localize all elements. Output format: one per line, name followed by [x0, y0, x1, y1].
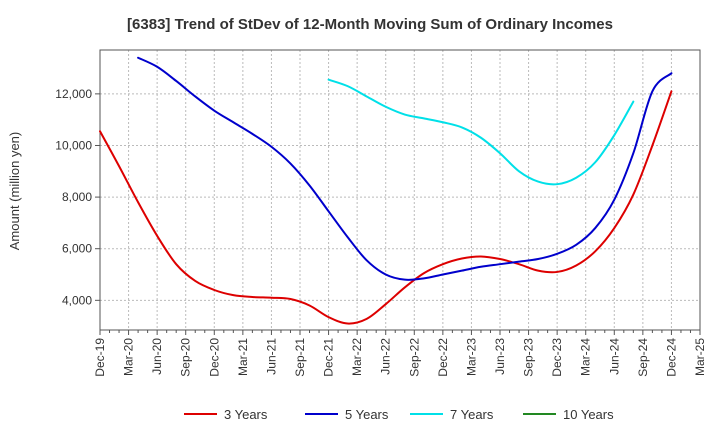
x-tick-label: Dec-24: [664, 338, 678, 377]
x-tick-label: Sep-22: [407, 338, 421, 377]
y-tick-label: 10,000: [55, 138, 92, 152]
x-tick-label: Jun-21: [264, 338, 278, 375]
y-tick-label: 12,000: [55, 87, 92, 101]
y-axis-ticks: 4,000 6,000 8,000 10,000 12,000: [55, 87, 100, 307]
y-tick-label: 6,000: [62, 242, 92, 256]
x-axis-ticks: Dec-19 Mar-20 Jun-20 Sep-20 Dec-20 Mar-21 Jun-…: [93, 330, 707, 377]
x-tick-label: Dec-23: [550, 338, 564, 377]
legend: 3 Years 5 Years 7 Years 10 Years: [184, 407, 614, 422]
x-tick-label: Mar-23: [464, 338, 478, 376]
y-tick-label: 4,000: [62, 293, 92, 307]
x-tick-label: Mar-21: [236, 338, 250, 376]
x-tick-label: Sep-24: [636, 338, 650, 377]
x-tick-label: Mar-22: [350, 338, 364, 376]
x-tick-label: Dec-19: [93, 338, 107, 377]
x-tick-label: Mar-25: [693, 338, 707, 376]
x-tick-label: Dec-22: [436, 338, 450, 377]
legend-label-5-years: 5 Years: [345, 407, 389, 422]
series-lines: [99, 56, 673, 325]
legend-label-7-years: 7 Years: [450, 407, 494, 422]
y-axis-title: Amount (million yen): [7, 132, 22, 251]
x-tick-label: Jun-24: [607, 338, 621, 375]
legend-label-10-years: 10 Years: [563, 407, 614, 422]
x-tick-label: Sep-21: [293, 338, 307, 377]
x-tick-label: Jun-22: [379, 338, 393, 375]
x-tick-label: Dec-20: [207, 338, 221, 377]
x-tick-label: Jun-20: [150, 338, 164, 375]
x-tick-label: Mar-20: [122, 338, 136, 376]
chart-title: [6383] Trend of StDev of 12-Month Moving…: [127, 16, 613, 33]
series-line-5-years: [137, 56, 673, 281]
y-tick-label: 8,000: [62, 190, 92, 204]
x-tick-label: Dec-21: [322, 338, 336, 377]
x-tick-label: Mar-24: [579, 338, 593, 376]
x-tick-label: Jun-23: [493, 338, 507, 375]
legend-label-3-years: 3 Years: [224, 407, 268, 422]
x-tick-label: Sep-20: [179, 338, 193, 377]
series-line-7-years: [327, 78, 635, 186]
x-tick-label: Sep-23: [522, 338, 536, 377]
plot-area-border: [99, 49, 701, 331]
series-line-3-years: [99, 90, 673, 325]
